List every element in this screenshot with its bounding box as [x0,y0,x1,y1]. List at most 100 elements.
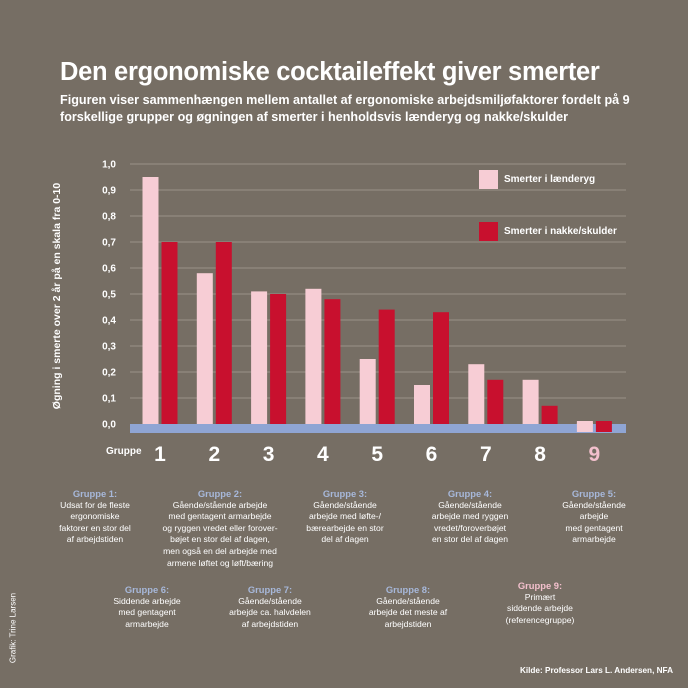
group-description-8: Gruppe 8: Gående/stående arbejde det meste… [323,584,493,630]
y-tick-label: 0,3 [102,342,116,353]
y-tick-label: 0,6 [102,264,116,275]
y-tick-label: 1,0 [102,160,116,171]
group-description-line: Gående/stående [562,499,626,510]
legend-item-lower-back: Smerter i lænderyg [479,170,595,189]
group-description-line: arbejde [579,511,609,522]
x-tick-label: 3 [263,443,275,466]
group-description-line: Gående/stående [376,595,440,606]
group-description-line: Gående/stående [313,499,377,510]
bar-neck-shoulder-7 [487,379,504,424]
bar-lower-back-4 [305,288,322,424]
bar-lower-back-6 [414,385,430,424]
y-tick-label: 0,0 [102,420,116,431]
source-credit: Kilde: Professor Lars L. Andersen, NFA [519,666,673,675]
legend-swatch-neck-shoulder [479,222,498,241]
group-description-4: Gruppe 4: Gående/stående arbejde med rygge… [385,488,555,546]
group-description-line: af arbejdstiden [241,618,299,629]
group-description-line: arbejde med ryggen [431,511,509,522]
group-description-line: Udsat for de fleste [60,499,130,510]
group-title: Gruppe 9: [517,580,563,591]
x-tick-label: 7 [480,443,492,466]
bar-neck-shoulder-8 [541,405,558,424]
group-description-3: Gruppe 3: Gående/stående arbejde med løfte… [260,488,430,546]
group-description-line: med gentagent [118,607,176,618]
bar-neck-shoulder-ref-9 [595,423,612,432]
group-description-2: Gruppe 2: Gående/stående arbejde med genta… [135,488,305,569]
group-title: Gruppe 8: [385,584,431,595]
group-title: Gruppe 1: [72,488,118,499]
legend-label-lower-back: Smerter i lænderyg [504,174,596,185]
x-tick-label: 8 [534,443,546,466]
y-tick-label: 0,9 [102,186,116,197]
group-description-line: siddende arbejde [507,603,573,614]
bar-neck-shoulder-3 [270,294,287,424]
graphic-credit: Grafik: Trine Larsen [8,592,18,664]
bar-lower-back-ref-9 [576,423,593,432]
group-description-line: arbejde det meste af [368,607,448,618]
y-tick-label: 0,8 [102,212,116,223]
x-axis-label: Gruppe [106,446,142,457]
group-description-line: Gående/stående [238,595,302,606]
bar-lower-back-5 [359,359,376,424]
group-description-line: armarbejde [125,618,169,629]
group-description-line: armene løftet og løft/bæring [166,557,274,568]
group-description-line: ergonomiske [70,511,120,522]
group-description-line: vredet/foroverbøjet [433,522,507,533]
group-title: Gruppe 2: [197,488,243,499]
group-description-line: bøjet en stor del af dagen, [170,534,270,545]
group-description-line: med gentagent armarbejde [168,511,272,522]
group-description-line: armarbejde [572,534,616,545]
group-description-line: bærearbejde en stor [306,522,384,533]
x-tick-label: 1 [154,443,166,466]
y-tick-label: 0,4 [102,316,116,327]
y-tick-label: 0,1 [102,394,116,405]
x-tick-label: 6 [426,443,438,466]
group-title: Gruppe 4: [447,488,493,499]
group-title: Gruppe 5: [571,488,617,499]
legend-item-neck-shoulder: Smerter i nakke/skulder [479,222,617,241]
x-axis-baseline [130,424,626,433]
group-description-line: arbejde med løfte-/ [308,511,382,522]
group-description-9: Gruppe 9: Primært siddende arbejde (referen… [455,580,625,626]
bar-lower-back-7 [468,364,485,424]
x-tick-label: 5 [371,443,383,466]
y-tick-label: 0,5 [102,290,116,301]
x-tick-label: 9 [589,443,601,466]
group-title: Gruppe 3: [322,488,368,499]
bar-lower-back-8 [522,379,539,424]
group-description-line: Gående/stående [438,499,502,510]
group-title: Gruppe 6: [124,584,170,595]
group-description-line: (referencegruppe) [505,614,575,625]
group-description-6: Gruppe 6: Siddende arbejde med gentagent ar… [62,584,232,630]
bar-neck-shoulder-5 [378,309,395,424]
legend-label-neck-shoulder: Smerter i nakke/skulder [504,226,617,237]
group-description-line: arbejdstiden [384,618,432,629]
group-description-1: Gruppe 1: Udsat for de fleste ergonomiske f… [10,488,180,546]
y-tick-label: 0,2 [102,368,116,379]
legend-swatch-lower-back [479,170,498,189]
chart-title: Den ergonomiske cocktaileffekt giver sme… [60,58,600,86]
x-tick-label: 4 [317,443,329,466]
y-tick-label: 0,7 [102,238,116,249]
group-description-line: faktorer en stor del [59,522,131,533]
group-description-line: af arbejdstiden [66,534,124,545]
group-description-line: men også en del arbejde med [163,545,277,556]
group-description-line: og ryggen vredet eller forover- [162,522,278,533]
bar-lower-back-3 [251,291,268,424]
bar-neck-shoulder-2 [215,242,232,424]
group-title: Gruppe 7: [247,584,293,595]
group-description-line: en stor del af dagen [432,534,508,545]
bar-neck-shoulder-6 [433,312,449,424]
bar-lower-back-1 [142,177,159,424]
bar-neck-shoulder-1 [161,242,178,424]
x-tick-label: 2 [208,443,220,466]
group-description-line: med gentagent [565,522,623,533]
chart-subtitle: Figuren viser sammenhængen mellem antall… [60,93,630,124]
group-description-line: Siddende arbejde [113,595,181,606]
bar-lower-back-2 [196,273,213,424]
group-description-5: Gruppe 5: Gående/stående arbejde med gentag… [509,488,679,546]
group-description-line: arbejde ca. halvdelen [229,607,311,618]
bar-neck-shoulder-4 [324,299,341,424]
group-description-line: Primært [524,591,556,602]
